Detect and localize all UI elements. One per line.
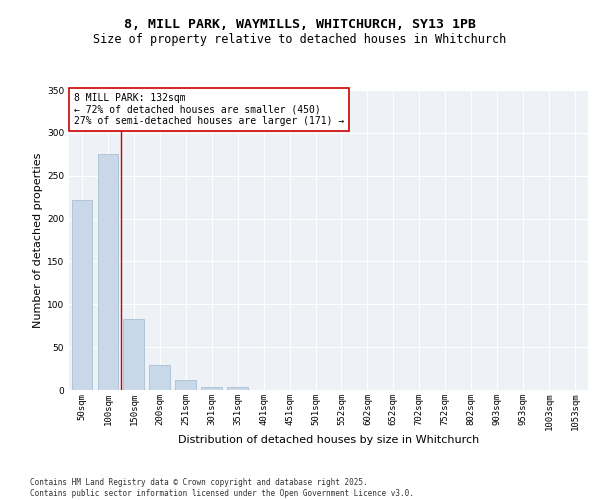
X-axis label: Distribution of detached houses by size in Whitchurch: Distribution of detached houses by size … (178, 434, 479, 444)
Bar (98, 154, 118, 390)
Text: 8, MILL PARK, WAYMILLS, WHITCHURCH, SY13 1PB: 8, MILL PARK, WAYMILLS, WHITCHURCH, SY13… (124, 18, 476, 30)
Y-axis label: Number of detached properties: Number of detached properties (33, 152, 43, 328)
Text: Contains HM Land Registry data © Crown copyright and database right 2025.
Contai: Contains HM Land Registry data © Crown c… (30, 478, 414, 498)
Bar (227, 386, 248, 390)
Text: Size of property relative to detached houses in Whitchurch: Size of property relative to detached ho… (94, 32, 506, 46)
Bar (149, 365, 170, 390)
Text: 8 MILL PARK: 132sqm
← 72% of detached houses are smaller (450)
27% of semi-detac: 8 MILL PARK: 132sqm ← 72% of detached ho… (74, 93, 344, 126)
Bar (202, 386, 222, 390)
Bar (124, 319, 144, 390)
Bar (71, 200, 92, 390)
Bar (175, 380, 196, 390)
